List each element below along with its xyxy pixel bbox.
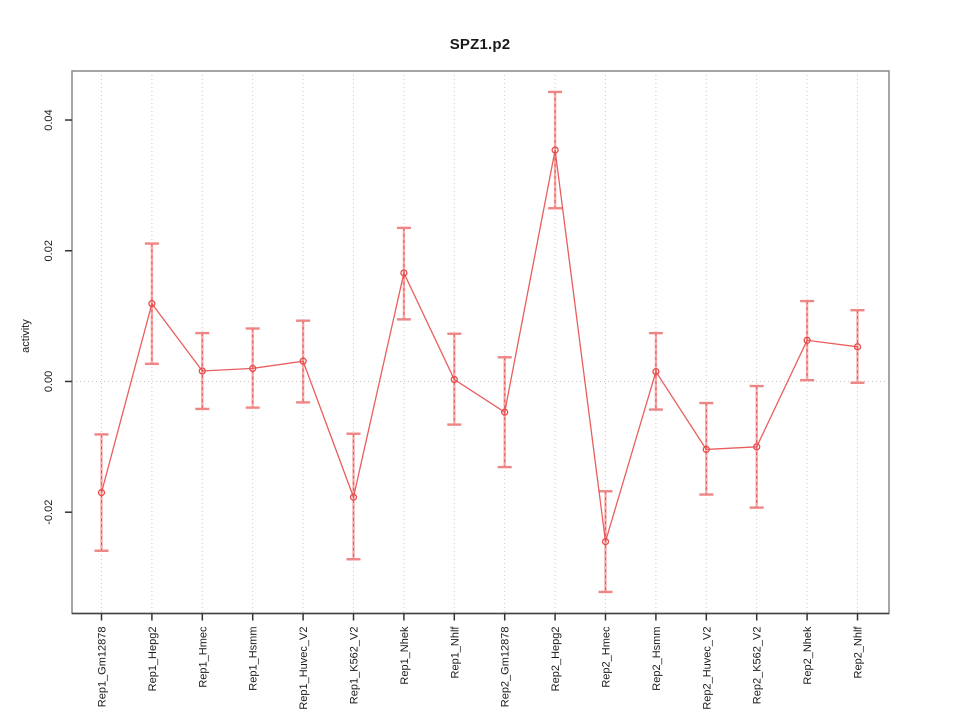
x-tick-label: Rep1_Huvec_V2 [298,627,310,710]
x-tick-label: Rep1_Hepg2 [147,627,159,692]
data-point [349,493,358,501]
x-tick-label: Rep2_Hmec [601,626,613,688]
chart-title: SPZ1.p2 [449,36,511,53]
x-tick-label: Rep2_Hsmm [651,627,663,691]
x-tick-label: Rep2_Nhek [802,626,814,685]
data-point [97,488,106,497]
y-tick-label: 0.02 [43,240,55,261]
x-tick-label: Rep1_Hsmm [248,627,260,691]
data-point [601,537,610,546]
data-point [198,367,206,375]
x-tick-label: Rep1_Nhlf [449,626,461,679]
y-axis-title: activity [20,319,32,353]
x-tick-label: Rep2_Hepg2 [550,627,562,692]
y-tick-label: 0.00 [43,371,55,392]
data-point [753,443,761,451]
y-tick-label: -0.02 [43,500,55,525]
data-point [652,368,660,376]
data-point [501,408,509,416]
y-tick-label: 0.04 [43,109,55,130]
data-point [702,445,710,454]
data-point [400,269,408,277]
x-tick-label: Rep2_Gm12878 [500,627,512,708]
x-tick-label: Rep1_K562_V2 [349,627,361,705]
data-point [299,357,307,365]
plot-box [71,70,890,615]
x-tick-label: Rep1_Nhek [399,626,411,685]
data-point [853,343,862,351]
x-tick-label: Rep2_Nhlf [853,626,865,679]
series-line [100,149,858,542]
x-tick-label: Rep2_Huvec_V2 [701,627,713,710]
x-tick-label: Rep2_K562_V2 [752,627,764,705]
data-point [803,336,811,344]
x-tick-label: Rep1_Hmec [197,626,209,688]
data-point [249,364,257,373]
data-point [450,375,458,384]
data-point [551,146,559,154]
data-point [148,300,156,308]
x-tick-label: Rep1_Gm12878 [97,627,109,708]
